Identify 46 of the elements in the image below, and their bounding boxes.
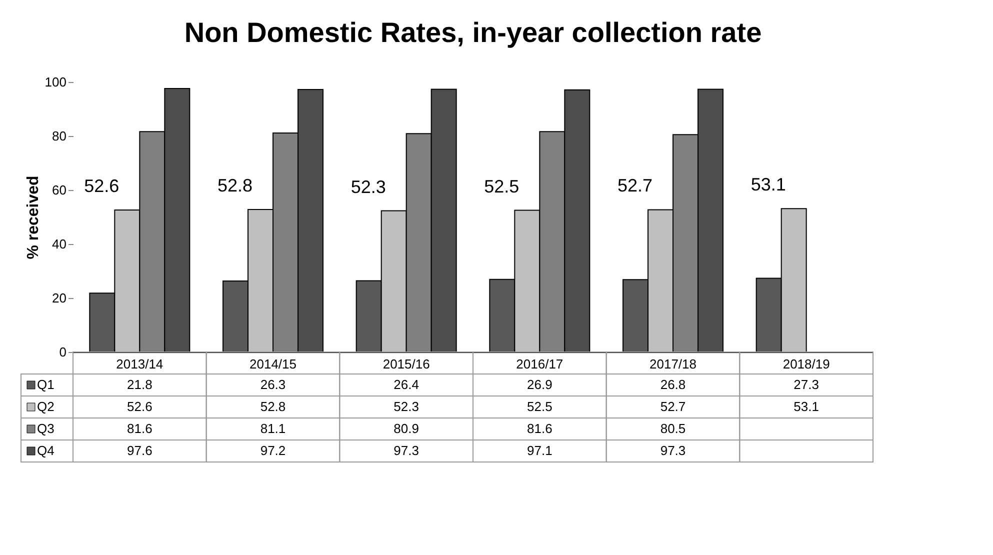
- x-tick-label: 2017/18: [650, 356, 696, 372]
- y-axis-title: % received: [24, 176, 42, 260]
- data-label: 97.3: [660, 443, 686, 458]
- data-label: 81.6: [527, 421, 552, 436]
- annotation: 52.5: [484, 176, 520, 196]
- legend-label: Q1: [37, 377, 54, 392]
- data-label: 80.9: [394, 421, 419, 436]
- data-label: 81.1: [260, 421, 286, 436]
- data-label: 52.6: [127, 399, 152, 414]
- data-label: 26.8: [660, 377, 686, 392]
- x-tick-label: 2014/15: [250, 356, 296, 372]
- x-tick-label: 2016/17: [516, 356, 564, 372]
- annotation: 52.7: [617, 176, 653, 196]
- data-label: 97.3: [394, 443, 419, 458]
- data-label: 97.6: [127, 443, 152, 458]
- annotation: 52.6: [84, 176, 120, 196]
- y-tick-label: 100: [44, 74, 66, 90]
- data-label: 97.2: [260, 443, 286, 458]
- x-tick-label: 2015/16: [382, 356, 430, 372]
- data-label: 53.1: [794, 399, 819, 414]
- y-tick-label: 20: [52, 290, 66, 306]
- data-label: 52.8: [260, 399, 286, 414]
- data-label: 26.3: [260, 377, 286, 392]
- data-label: 52.7: [660, 399, 686, 414]
- legend-label: Q3: [37, 421, 54, 436]
- annotation: 53.1: [750, 174, 786, 195]
- data-label: 21.8: [127, 377, 152, 392]
- data-label: 81.6: [127, 421, 152, 436]
- data-label: 26.9: [527, 377, 552, 392]
- annotation: 52.3: [350, 176, 386, 197]
- data-label: 27.3: [794, 377, 819, 392]
- data-label: 52.5: [527, 399, 552, 414]
- annotation: 52.8: [217, 175, 253, 196]
- chart-title: Non Domestic Rates, in-year collection rate: [184, 17, 762, 48]
- data-label: 97.1: [527, 443, 552, 458]
- data-label: 26.4: [394, 377, 419, 392]
- data-label: 52.3: [394, 399, 419, 414]
- legend-label: Q2: [37, 399, 54, 414]
- legend-label: Q4: [37, 443, 54, 458]
- x-tick-label: 2013/14: [116, 356, 164, 372]
- x-tick-label: 2018/19: [782, 356, 830, 372]
- y-tick-label: 80: [52, 128, 66, 144]
- y-tick-label: 60: [52, 182, 66, 198]
- y-tick-label: 0: [59, 344, 66, 360]
- y-tick-label: 40: [52, 236, 66, 252]
- data-label: 80.5: [660, 421, 686, 436]
